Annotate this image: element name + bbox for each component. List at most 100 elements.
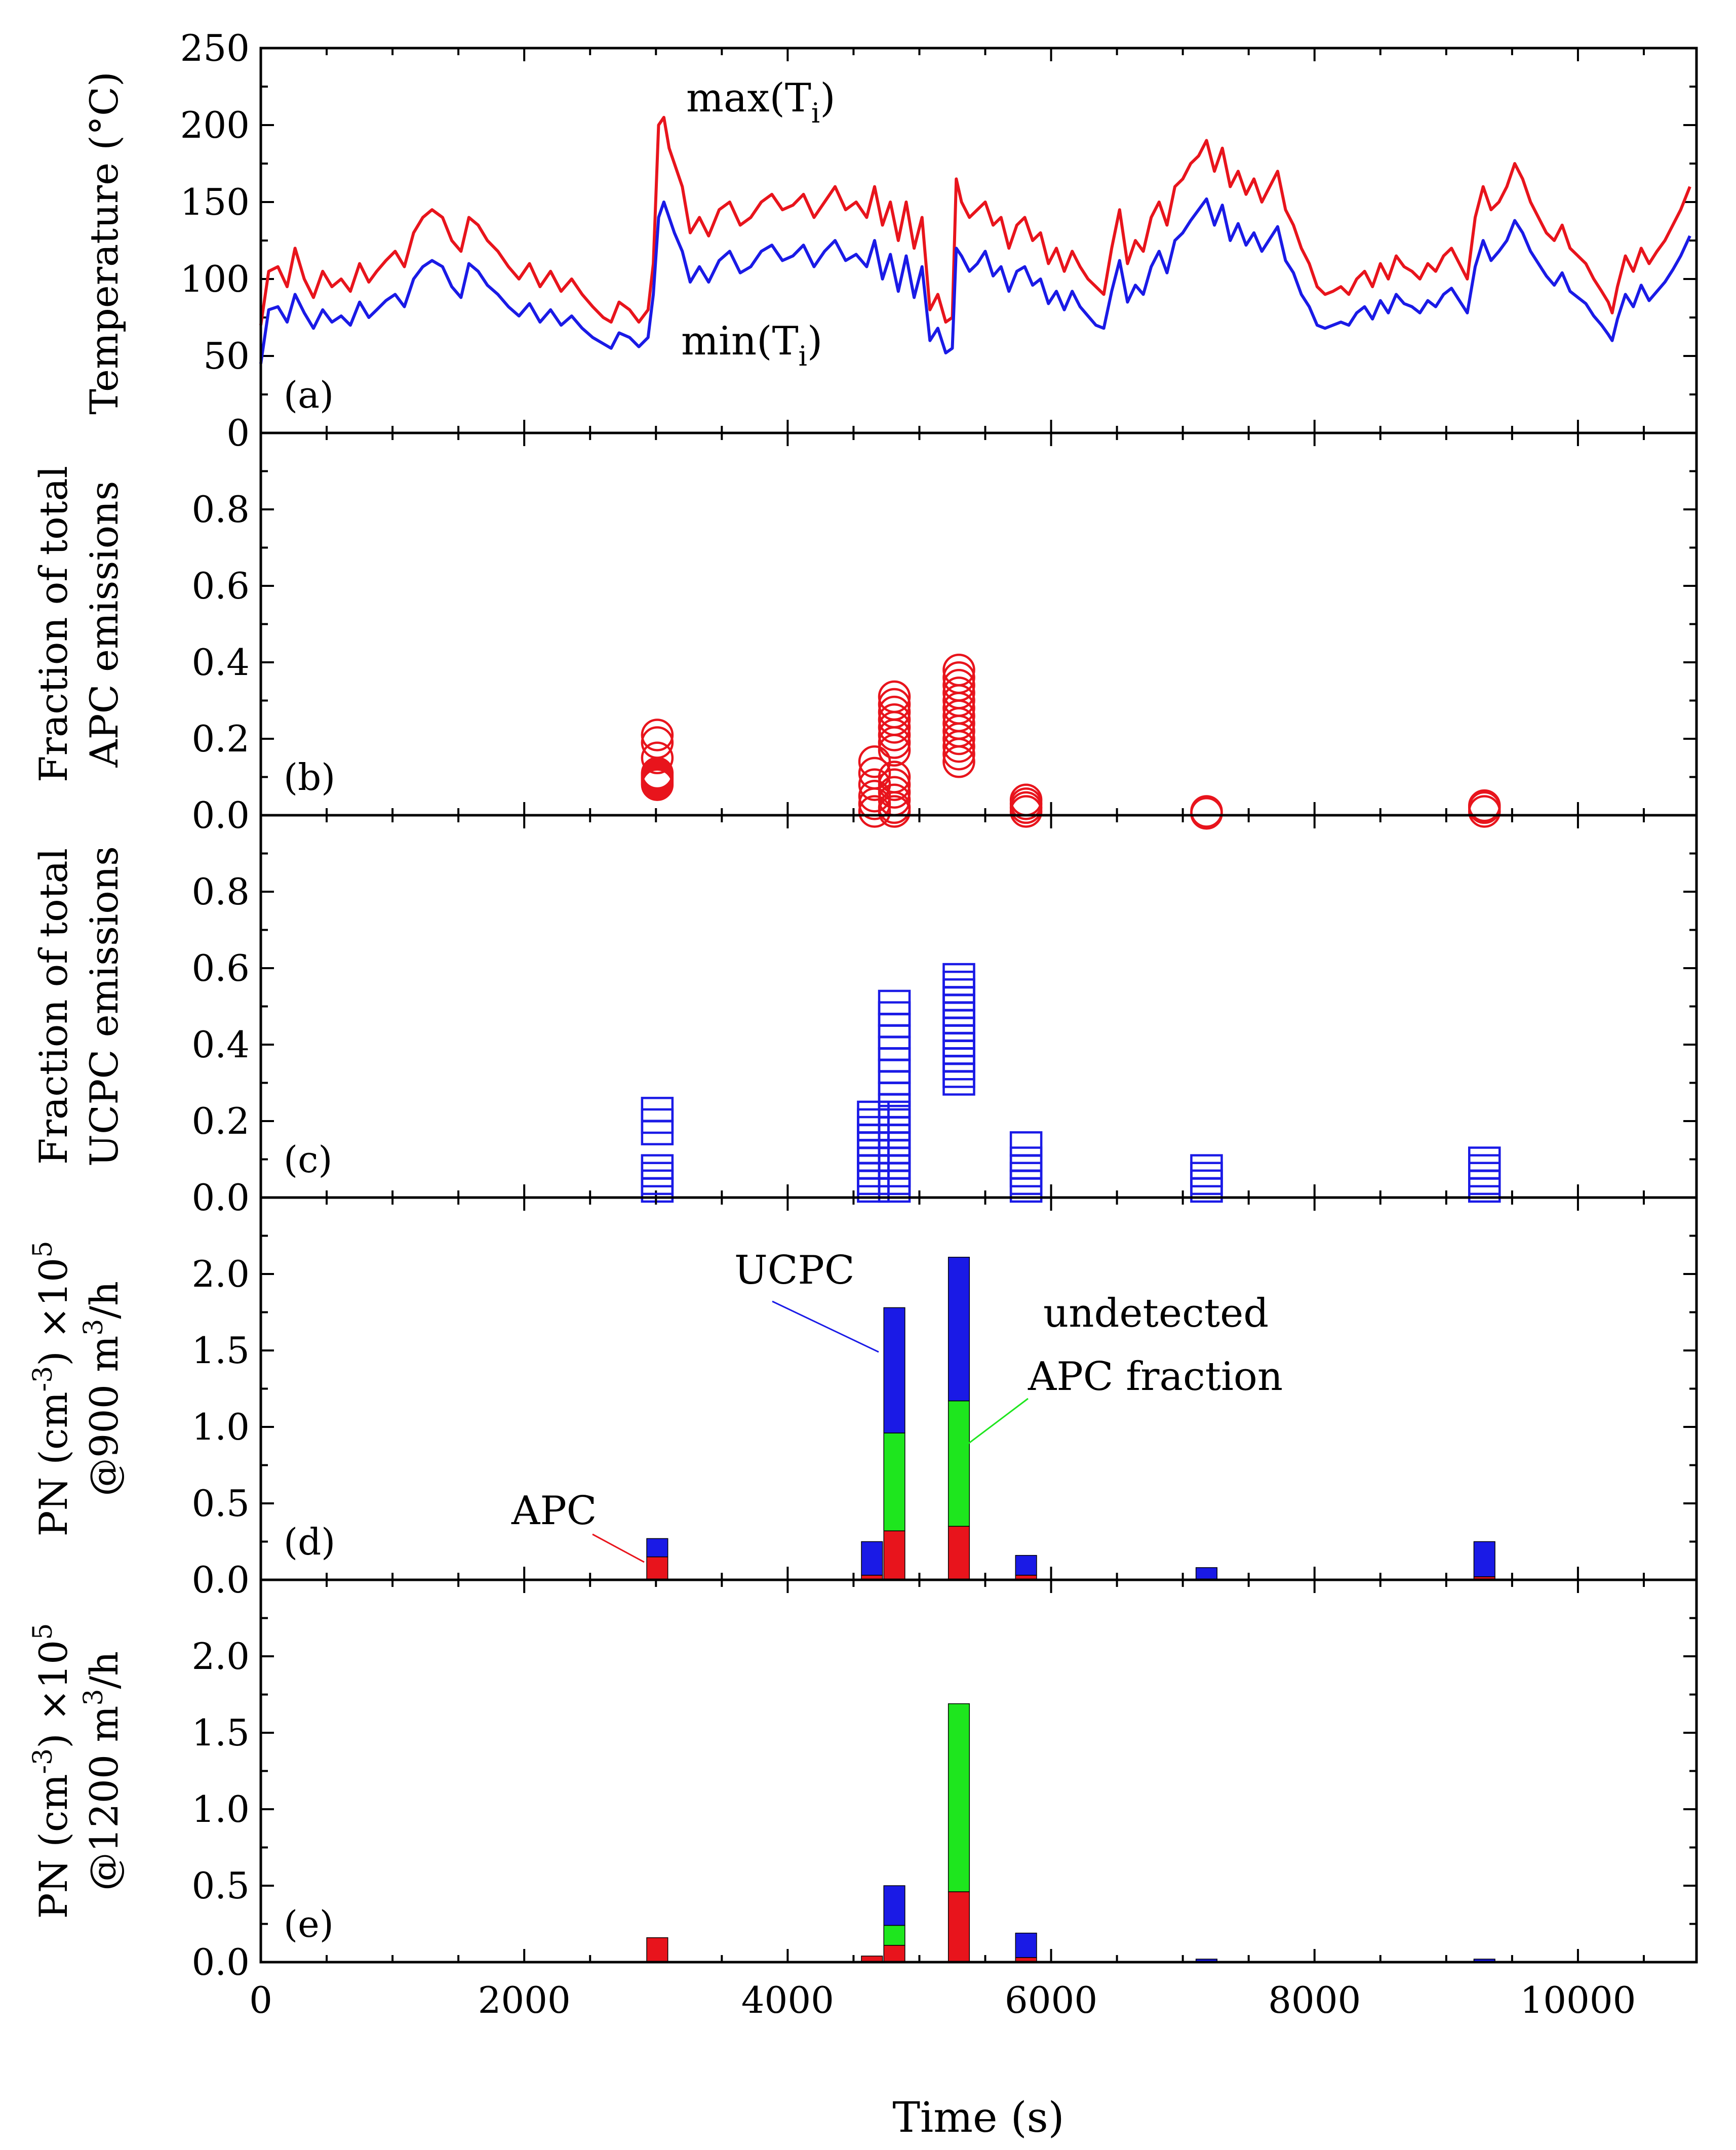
y-tick-label: 0.8	[191, 488, 250, 531]
undetected-apc-bar-segment	[948, 1703, 970, 1892]
y-tick-label: 150	[180, 181, 250, 223]
y-tick-label: 100	[180, 258, 250, 300]
panel-c-ucpc-fraction: 0.0 0.2 0.4 0.6 0.8 (c) Fraction of total UCPC …	[31, 814, 1698, 1219]
undetected-apc-bar-segment	[883, 1925, 905, 1946]
ucpc-fraction-point	[1009, 1162, 1043, 1187]
apc-fraction-point	[1190, 795, 1223, 828]
y-tick-label: 0.2	[191, 1100, 250, 1142]
apc-fraction-point	[942, 676, 975, 709]
panel-d-pn-900: 0.0 0.5 1.0 1.5 2.0 (d) PN (cm-3) ×105@900 m3/…	[28, 1196, 1698, 1601]
panel-label: (b)	[284, 756, 335, 799]
ucpc-fraction-point	[857, 1100, 890, 1127]
y-axis-title-line1: Fraction of total	[31, 848, 76, 1165]
y-tick-label: 1.5	[191, 1711, 250, 1754]
undetected-annotation: undetected	[1043, 1291, 1269, 1336]
y-axis-title: Temperature (°C)	[82, 71, 127, 415]
apc-fraction-point	[858, 795, 891, 828]
ucpc-fraction-point	[1009, 1146, 1043, 1172]
ucpc-fraction-point	[857, 1131, 890, 1157]
apc-fraction-point	[641, 741, 674, 774]
ucpc-fraction-point	[942, 993, 975, 1019]
ucpc-fraction-point	[942, 986, 975, 1012]
x-tick-label: 4000	[741, 1979, 834, 2021]
y-tick-label: 0.0	[191, 1941, 250, 1983]
ucpc-fraction-point	[942, 1039, 975, 1065]
ucpc-fraction-point	[641, 1097, 674, 1123]
plot-frame	[259, 1578, 1698, 1964]
undetected-apc-bar-segment	[948, 1400, 970, 1527]
panel-e-pn-1200: 0.0 0.5 1.0 1.5 2.0 0 2000 4000 6000 8000 10000 (e)…	[28, 1578, 1698, 2021]
ucpc-fraction-point	[1009, 1154, 1043, 1180]
y-tick-label: 1.0	[191, 1788, 250, 1830]
y-axis-title-line2: UCPC emissions	[82, 846, 127, 1167]
panel-label: (a)	[284, 374, 334, 416]
apc-fraction-point	[878, 695, 911, 729]
y-tick-label: 0.4	[191, 1023, 250, 1066]
y-tick-label: 0.5	[191, 1864, 250, 1907]
apc-fraction-point	[878, 688, 911, 721]
apc-fraction-point	[878, 768, 911, 801]
ucpc-bar-segment	[861, 1541, 883, 1576]
apc-fraction-point	[1190, 797, 1223, 830]
ucpc-fraction-point	[857, 1162, 890, 1187]
y-tick-label: 0.4	[191, 641, 250, 684]
ucpc-fraction-point	[942, 1031, 975, 1058]
ucpc-fraction-point	[857, 1108, 890, 1134]
ucpc-fraction-point	[1190, 1162, 1223, 1187]
y-tick-label: 0.8	[191, 870, 250, 913]
plot-frame	[259, 1196, 1698, 1581]
y-tick-label: 50	[203, 335, 250, 377]
panel-label: (d)	[284, 1521, 335, 1563]
x-tick-label: 6000	[1005, 1979, 1097, 2021]
ucpc-fraction-point	[1190, 1154, 1223, 1180]
panel-label: (c)	[284, 1138, 333, 1181]
y-tick-label: 0	[226, 412, 250, 454]
ucpc-fraction-point	[942, 1024, 975, 1050]
ucpc-fraction-point	[942, 1070, 975, 1096]
ucpc-fraction-point	[942, 963, 975, 989]
apc-fraction-point	[942, 653, 975, 687]
apc-bar-segment	[948, 1526, 970, 1580]
ucpc-fraction-point	[942, 1062, 975, 1088]
apc-bar-segment	[883, 1945, 905, 1963]
ucpc-fraction-point	[641, 1154, 674, 1180]
apc-fraction-point	[942, 669, 975, 702]
apc-fraction-annotation: APC fraction	[1028, 1354, 1283, 1400]
ucpc-fraction-point	[878, 989, 911, 1016]
ucpc-fraction-point	[942, 1016, 975, 1043]
ucpc-fraction-point	[878, 1146, 911, 1172]
ucpc-fraction-point	[1468, 1154, 1501, 1180]
ucpc-fraction-point	[942, 978, 975, 1004]
ucpc-fraction-point	[857, 1123, 890, 1149]
y-axis-title-line2: @1200 m3/h	[78, 1651, 127, 1891]
ucpc-bar-segment	[883, 1307, 905, 1434]
x-tick-label: 0	[249, 1979, 272, 2021]
y-tick-label: 2.0	[191, 1253, 250, 1295]
ucpc-leader-line	[772, 1300, 879, 1353]
ucpc-fraction-point	[1009, 1131, 1043, 1157]
y-axis-title-line2: APC emissions	[82, 481, 127, 768]
ucpc-fraction-point	[1468, 1162, 1501, 1187]
y-tick-label: 2.0	[191, 1635, 250, 1678]
apc-leader-line	[592, 1533, 645, 1563]
apc-bar-segment	[646, 1937, 668, 1963]
ucpc-fraction-point	[857, 1116, 890, 1142]
min-ti-line	[259, 197, 1691, 364]
apc-fraction-point	[858, 757, 891, 790]
y-tick-label: 0.2	[191, 718, 250, 760]
y-tick-label: 0.6	[191, 947, 250, 989]
y-tick-label: 0.0	[191, 1176, 250, 1219]
y-tick-label: 0.5	[191, 1482, 250, 1525]
apc-bar-segment	[883, 1530, 905, 1580]
ucpc-fraction-point	[1190, 1169, 1223, 1196]
y-tick-label: 200	[180, 104, 250, 146]
y-axis-title-line1: PN (cm-3) ×105	[28, 1241, 76, 1536]
panel-b-apc-fraction: 0.0 0.2 0.4 0.6 0.8 (b) Fraction of total APC e…	[31, 431, 1698, 837]
ucpc-fraction-point	[1468, 1169, 1501, 1196]
ucpc-fraction-point	[641, 1169, 674, 1196]
apc-fraction-point	[878, 680, 911, 713]
ucpc-fraction-point	[1468, 1146, 1501, 1172]
y-tick-label: 0.0	[191, 794, 250, 837]
ucpc-fraction-point	[857, 1169, 890, 1196]
